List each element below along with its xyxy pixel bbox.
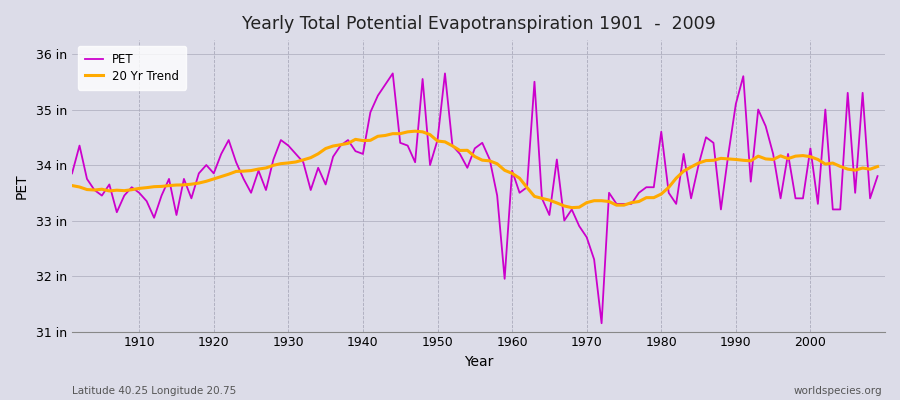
PET [126, 185, 137, 190]
X-axis label: Year: Year [464, 355, 493, 369]
Line: 20 Yr Trend: 20 Yr Trend [72, 131, 878, 208]
PET [335, 143, 346, 148]
20 Yr Trend [335, 142, 346, 147]
Line: PET: PET [72, 74, 878, 323]
PET [507, 168, 517, 173]
PET [596, 321, 607, 326]
20 Yr Trend [67, 183, 77, 188]
20 Yr Trend [126, 187, 137, 192]
PET [387, 71, 398, 76]
PET [514, 190, 525, 195]
20 Yr Trend [291, 160, 302, 164]
Text: Latitude 40.25 Longitude 20.75: Latitude 40.25 Longitude 20.75 [72, 386, 236, 396]
PET [872, 174, 883, 178]
20 Yr Trend [872, 164, 883, 169]
20 Yr Trend [410, 129, 420, 134]
PET [611, 202, 622, 206]
20 Yr Trend [566, 205, 577, 210]
20 Yr Trend [611, 203, 622, 208]
20 Yr Trend [507, 171, 517, 176]
Y-axis label: PET: PET [15, 173, 29, 199]
PET [291, 152, 302, 156]
Legend: PET, 20 Yr Trend: PET, 20 Yr Trend [78, 46, 186, 90]
Title: Yearly Total Potential Evapotranspiration 1901  -  2009: Yearly Total Potential Evapotranspiratio… [242, 15, 716, 33]
PET [67, 171, 77, 176]
Text: worldspecies.org: worldspecies.org [794, 386, 882, 396]
20 Yr Trend [514, 176, 525, 181]
